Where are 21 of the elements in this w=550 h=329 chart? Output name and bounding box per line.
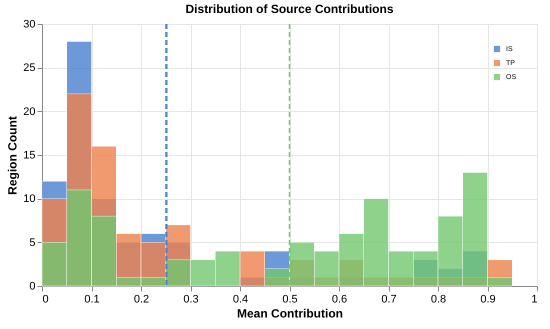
x-tick-label: 0.9 — [480, 294, 496, 306]
y-tick-label: 25 — [23, 62, 36, 74]
x-tick-label: 0.2 — [134, 294, 150, 306]
x-tick-label: 0.8 — [430, 294, 446, 306]
y-tick-label: 5 — [29, 236, 36, 249]
y-tick-label: 30 — [23, 18, 36, 30]
x-tick-label: 0.7 — [381, 294, 397, 306]
x-tick-label: 0.6 — [332, 294, 348, 306]
y-tick-label: 0 — [29, 280, 36, 292]
x-tick-label: 0.4 — [232, 294, 248, 306]
y-axis-title: Region Count — [5, 116, 20, 195]
x-tick-label: 1 — [531, 294, 538, 306]
x-tick-label: 0.1 — [84, 294, 100, 306]
x-tick-label: 0 — [42, 294, 49, 306]
chart-title: Distribution of Source Contributions — [186, 2, 394, 16]
x-axis-title: Mean Contribution — [237, 306, 343, 320]
y-tick-label: 20 — [23, 106, 36, 118]
x-tick-label: 0.5 — [282, 294, 298, 306]
y-tick-label: 15 — [23, 150, 36, 162]
y-tick-label: 10 — [23, 193, 36, 206]
x-tick-label: 0.3 — [183, 294, 199, 306]
